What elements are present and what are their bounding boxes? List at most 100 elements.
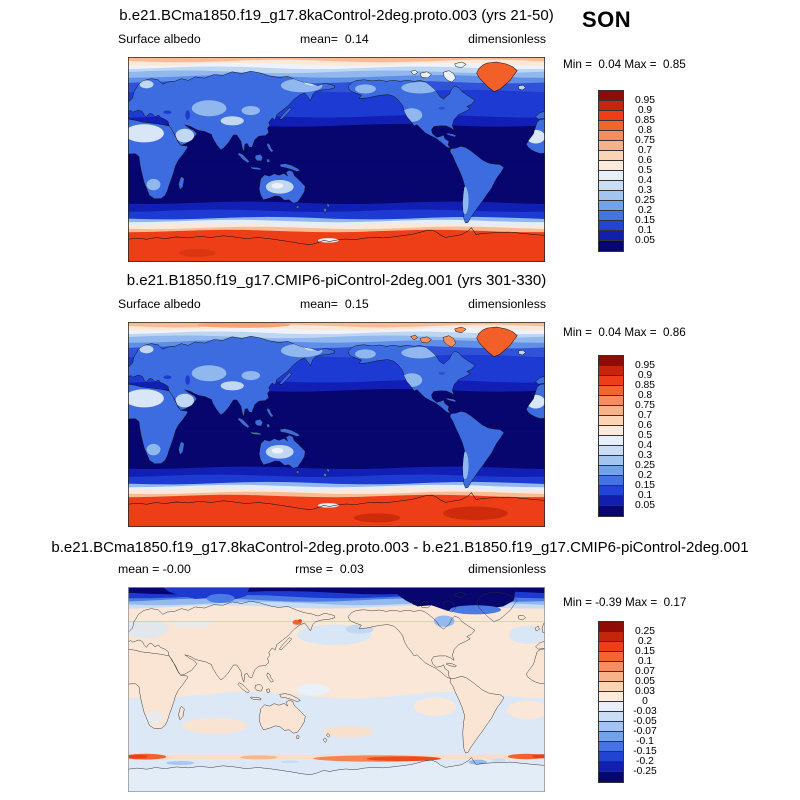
panel3-title: b.e21.BCma1850.f19_g17.8kaControl-2deg.p… (0, 539, 800, 556)
panel2-stats-row: Surface albedo mean= 0.15 dimensionless (118, 297, 546, 311)
panel3-title-text: b.e21.BCma1850.f19_g17.8kaControl-2deg.p… (51, 539, 749, 556)
colorbar-tick-label: 0.05 (634, 499, 656, 511)
colorbar-segment (599, 101, 623, 111)
land-albedo-patches (128, 343, 545, 480)
colorbar-tick-label: -0.1 (636, 735, 654, 747)
arctic-islands (410, 61, 467, 83)
panel3-units-label: dimensionless (468, 562, 546, 576)
panel3-rmse-value: rmse = 0.03 (295, 562, 364, 576)
colorbar-segment (599, 181, 623, 191)
arctic-islands (410, 326, 467, 348)
colorbar-tick-label: 0.95 (634, 359, 656, 371)
greenland-landmass (476, 61, 518, 92)
colorbar-segment (599, 712, 623, 722)
colorbar-segment (599, 762, 623, 772)
panel2-mean-value: mean= 0.15 (300, 297, 369, 311)
panel1-variable-label: Surface albedo (118, 32, 201, 46)
colorbar-tick-label: 0.1 (637, 655, 653, 667)
colorbar-segment (599, 221, 623, 231)
colorbar-segment (599, 476, 623, 486)
world-map-graphic (128, 322, 545, 527)
colorbar-segment (599, 456, 623, 466)
colorbar-tick-label: 0.9 (637, 104, 653, 116)
colorbar-tick-label: -0.15 (633, 745, 657, 757)
colorbar-tick-label: 0.3 (637, 449, 653, 461)
colorbar-segment (599, 396, 623, 406)
colorbar-segment (599, 356, 623, 366)
colorbar-segment (599, 496, 623, 506)
colorbar-segment (599, 466, 623, 476)
colorbar-segment (599, 732, 623, 742)
colorbar-tick-label: 0.8 (637, 124, 653, 136)
colorbar-tick-label: 0.5 (637, 164, 653, 176)
colorbar-tick-label: 0.2 (637, 204, 653, 216)
colorbar-tick-label: -0.07 (633, 725, 657, 737)
colorbar-segment (599, 722, 623, 732)
colorbar-segment (599, 386, 623, 396)
colorbar-segment (599, 622, 623, 632)
colorbar-segment (599, 682, 623, 692)
colorbar-segment (599, 161, 623, 171)
colorbar-tick-label: 0.85 (634, 379, 656, 391)
colorbar-tick-label: 0.7 (637, 409, 653, 421)
colorbar-tick-label: 0.03 (634, 685, 656, 697)
panel3-colorbar: 0.25 0.2 0.15 0.1 0.07 0.05 0.03 0 -0.03 -0.05 -0.… (598, 621, 668, 783)
panel2-colorbar: 0.95 0.9 0.85 0.8 0.75 0.7 0.6 0.5 0.4 0.3 0.25 0.2… (598, 355, 668, 517)
colorbar-segment (599, 642, 623, 652)
colorbar-tick-label: 0.2 (637, 635, 653, 647)
colorbar-tick-label: -0.05 (633, 715, 657, 727)
colorbar-tick-label: 0.15 (634, 645, 656, 657)
panel1-title-text: b.e21.BCma1850.f19_g17.8kaControl-2deg.p… (119, 7, 554, 24)
colorbar-segment (599, 416, 623, 426)
panel2-title-text: b.e21.B1850.f19_g17.CMIP6-piControl-2deg… (126, 272, 547, 289)
colorbar-segment (599, 436, 623, 446)
world-map-graphic (128, 57, 545, 262)
colorbar-segment (599, 211, 623, 221)
panel2-minmax: Min = 0.04 Max = 0.86 (563, 326, 686, 339)
colorbar-segment (599, 171, 623, 181)
colorbar-tick-label: 0.7 (637, 144, 653, 156)
panel3-minmax: Min = -0.39 Max = 0.17 (563, 596, 687, 609)
colorbar-segment (599, 742, 623, 752)
colorbar-tick-label: -0.25 (633, 765, 657, 777)
map-albedo-difference (128, 587, 545, 792)
colorbar-segment (599, 241, 623, 251)
colorbar-segment (599, 426, 623, 436)
antarctica-coastline (128, 492, 545, 510)
colorbar-segment (599, 672, 623, 682)
colorbar-tick-label: 0.4 (637, 439, 653, 451)
colorbar-segment (599, 111, 623, 121)
colorbar-tick-label: 0.05 (634, 234, 656, 246)
colorbar-segment (599, 486, 623, 496)
colorbar-segment (599, 652, 623, 662)
colorbar-tick-label: 0.9 (637, 369, 653, 381)
colorbar-segment (599, 752, 623, 762)
colorbar-tick-label: 0.25 (634, 459, 656, 471)
map-albedo-control (128, 322, 545, 527)
colorbar-tick-label: 0.8 (637, 389, 653, 401)
colorbar-segment (599, 121, 623, 131)
colorbar-segment (599, 632, 623, 642)
colorbar-segment (599, 131, 623, 141)
colorbar-segment (599, 772, 623, 782)
continent-outlines (128, 591, 545, 775)
antarctica-coastline (128, 227, 545, 245)
colorbar-segment (599, 231, 623, 241)
panel3-mean-value: mean = -0.00 (118, 562, 191, 576)
colorbar-segment (599, 692, 623, 702)
colorbar-tick-label: 0.25 (634, 194, 656, 206)
colorbar-tick-label: 0.3 (637, 184, 653, 196)
panel3-stats-row: mean = -0.00 rmse = 0.03 dimensionless (118, 562, 546, 576)
colorbar-tick-label: 0.95 (634, 94, 656, 106)
colorbar-segment (599, 406, 623, 416)
colorbar-segment (599, 201, 623, 211)
colorbar-tick-label: 0.15 (634, 214, 656, 226)
colorbar-tick-label: 0.05 (634, 675, 656, 687)
map-albedo-case (128, 57, 545, 262)
colorbar-segment (599, 141, 623, 151)
colorbar-tick-label: -0.03 (633, 705, 657, 717)
colorbar-segment (599, 366, 623, 376)
season-label: SON (582, 7, 632, 32)
colorbar-segment (599, 702, 623, 712)
